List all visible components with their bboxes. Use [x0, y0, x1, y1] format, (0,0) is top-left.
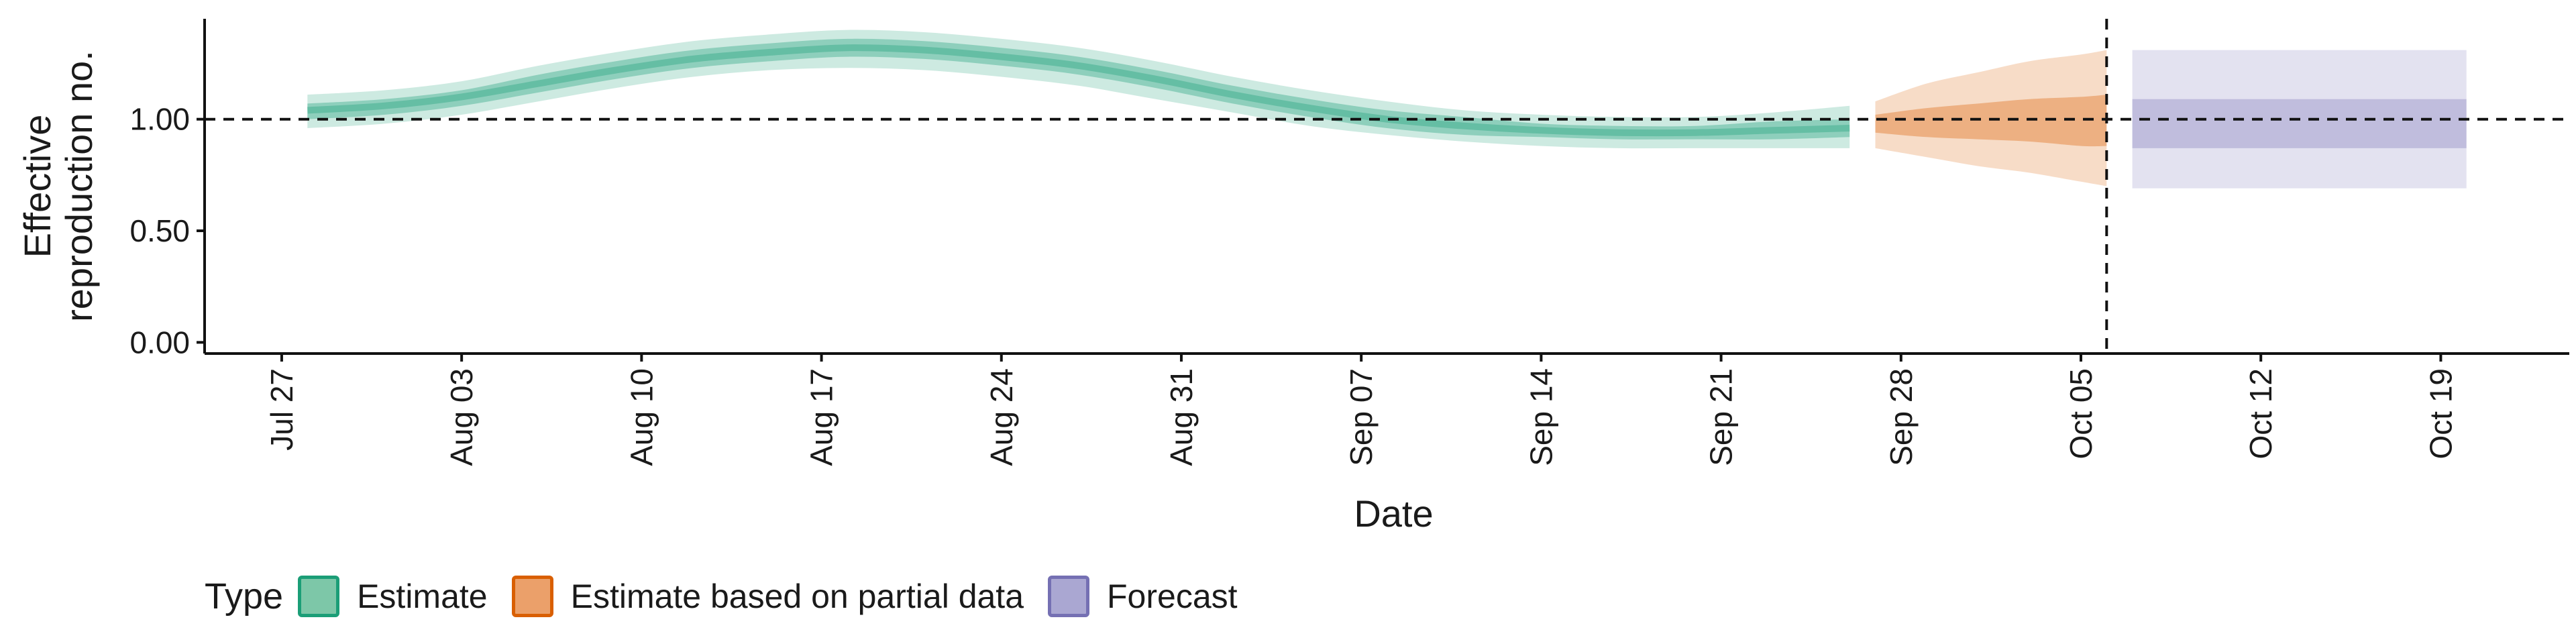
x-tick-label: Aug 31: [1164, 368, 1199, 466]
y-axis-title-line: Effective: [16, 115, 58, 258]
x-tick-label: Oct 19: [2423, 368, 2458, 460]
x-tick-label: Aug 24: [984, 368, 1019, 466]
estimate-ci50-band: [307, 38, 1850, 140]
x-tick-label: Oct 12: [2243, 368, 2278, 460]
forecast-ci50-band: [2132, 99, 2467, 148]
y-tick-label: 0.50: [129, 213, 190, 248]
legend: Type Estimate Estimate based on partial …: [205, 576, 1262, 617]
legend-key-partial: [511, 576, 553, 617]
x-tick-label: Sep 14: [1523, 368, 1558, 466]
legend-label-estimate: Estimate: [357, 578, 488, 615]
x-axis-title: Date: [1354, 492, 1433, 535]
legend-item-partial: Estimate based on partial data: [511, 576, 1024, 617]
bands-layer: [307, 30, 2467, 189]
legend-item-estimate: Estimate: [298, 576, 488, 617]
estimate-median-line: [307, 44, 1850, 137]
axes: [197, 19, 2569, 362]
legend-title: Type: [205, 576, 284, 616]
legend-label-forecast: Forecast: [1107, 578, 1238, 615]
legend-item-forecast: Forecast: [1048, 576, 1238, 617]
x-tick-label: Sep 28: [1884, 368, 1919, 466]
axis-labels: 0.00 0.50 1.00 Jul 27 Aug 03 Aug 10 Aug 17 Aug …: [16, 50, 2458, 535]
x-tick-label: Aug 10: [624, 368, 659, 466]
legend-key-forecast: [1048, 576, 1090, 617]
x-tick-label: Sep 21: [1704, 368, 1739, 466]
x-tick-label: Aug 03: [444, 368, 479, 466]
y-axis-title: Effectivereproduction no.: [16, 50, 100, 322]
x-tick-label: Oct 05: [2063, 368, 2098, 460]
y-tick-label: 1.00: [129, 102, 190, 137]
y-axis-title-line: reproduction no.: [58, 50, 100, 322]
legend-key-estimate: [298, 576, 340, 617]
x-tick-label: Jul 27: [264, 368, 299, 451]
y-tick-label: 0.00: [129, 325, 190, 360]
legend-label-partial: Estimate based on partial data: [570, 578, 1024, 615]
x-tick-label: Aug 17: [804, 368, 839, 466]
x-tick-label: Sep 07: [1344, 368, 1379, 466]
